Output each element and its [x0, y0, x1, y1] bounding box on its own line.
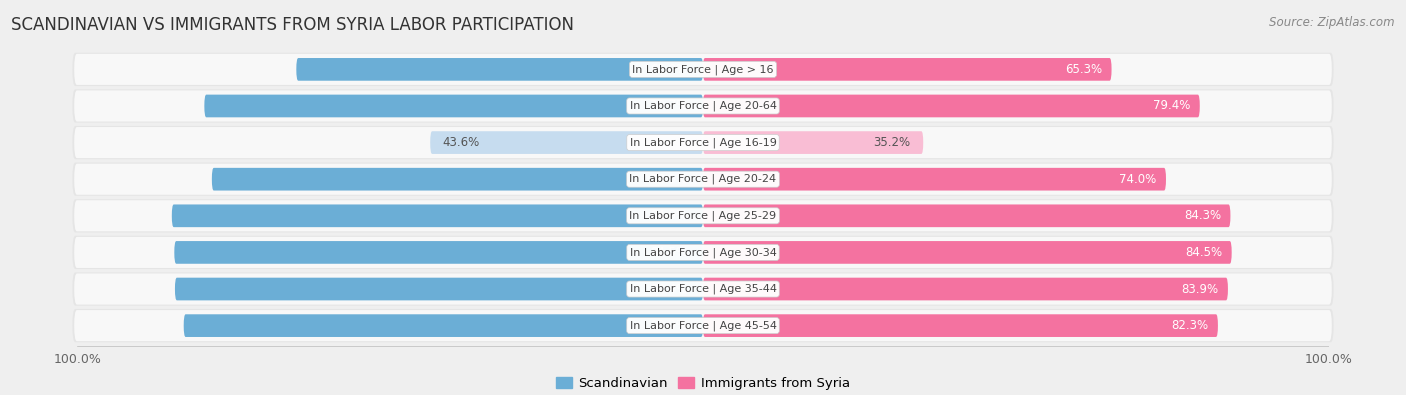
FancyBboxPatch shape: [703, 168, 1166, 190]
Text: In Labor Force | Age 45-54: In Labor Force | Age 45-54: [630, 320, 776, 331]
Text: 84.9%: 84.9%: [650, 209, 688, 222]
FancyBboxPatch shape: [75, 164, 1331, 195]
FancyBboxPatch shape: [75, 310, 1331, 341]
Text: 83.0%: 83.0%: [651, 319, 688, 332]
FancyBboxPatch shape: [703, 131, 924, 154]
FancyBboxPatch shape: [75, 90, 1331, 122]
FancyBboxPatch shape: [174, 241, 703, 264]
Text: In Labor Force | Age 16-19: In Labor Force | Age 16-19: [630, 137, 776, 148]
FancyBboxPatch shape: [703, 314, 1218, 337]
Text: SCANDINAVIAN VS IMMIGRANTS FROM SYRIA LABOR PARTICIPATION: SCANDINAVIAN VS IMMIGRANTS FROM SYRIA LA…: [11, 16, 574, 34]
Text: 79.7%: 79.7%: [650, 100, 688, 113]
Text: Source: ZipAtlas.com: Source: ZipAtlas.com: [1270, 16, 1395, 29]
Text: In Labor Force | Age 30-34: In Labor Force | Age 30-34: [630, 247, 776, 258]
FancyBboxPatch shape: [75, 273, 1331, 305]
FancyBboxPatch shape: [174, 278, 703, 300]
FancyBboxPatch shape: [172, 205, 703, 227]
FancyBboxPatch shape: [430, 131, 703, 154]
Text: 84.5%: 84.5%: [650, 246, 688, 259]
Text: 79.4%: 79.4%: [1153, 100, 1191, 113]
FancyBboxPatch shape: [703, 95, 1199, 117]
Text: 84.4%: 84.4%: [650, 282, 688, 295]
Text: 65.0%: 65.0%: [650, 63, 688, 76]
FancyBboxPatch shape: [703, 278, 1227, 300]
FancyBboxPatch shape: [184, 314, 703, 337]
FancyBboxPatch shape: [75, 237, 1331, 268]
FancyBboxPatch shape: [703, 58, 1112, 81]
Text: In Labor Force | Age 20-24: In Labor Force | Age 20-24: [630, 174, 776, 184]
Text: 65.3%: 65.3%: [1066, 63, 1102, 76]
FancyBboxPatch shape: [72, 236, 1334, 269]
Text: 74.0%: 74.0%: [1119, 173, 1157, 186]
FancyBboxPatch shape: [703, 205, 1230, 227]
Legend: Scandinavian, Immigrants from Syria: Scandinavian, Immigrants from Syria: [551, 371, 855, 395]
Text: In Labor Force | Age 25-29: In Labor Force | Age 25-29: [630, 211, 776, 221]
FancyBboxPatch shape: [72, 273, 1334, 306]
Text: 35.2%: 35.2%: [873, 136, 911, 149]
FancyBboxPatch shape: [204, 95, 703, 117]
FancyBboxPatch shape: [72, 89, 1334, 122]
FancyBboxPatch shape: [72, 162, 1334, 196]
Text: In Labor Force | Age 35-44: In Labor Force | Age 35-44: [630, 284, 776, 294]
Text: 84.3%: 84.3%: [1184, 209, 1220, 222]
Text: In Labor Force | Age > 16: In Labor Force | Age > 16: [633, 64, 773, 75]
FancyBboxPatch shape: [75, 127, 1331, 158]
Text: 82.3%: 82.3%: [1171, 319, 1209, 332]
FancyBboxPatch shape: [72, 53, 1334, 86]
FancyBboxPatch shape: [72, 126, 1334, 159]
FancyBboxPatch shape: [212, 168, 703, 190]
Text: In Labor Force | Age 20-64: In Labor Force | Age 20-64: [630, 101, 776, 111]
FancyBboxPatch shape: [72, 199, 1334, 233]
FancyBboxPatch shape: [75, 54, 1331, 85]
FancyBboxPatch shape: [75, 200, 1331, 231]
FancyBboxPatch shape: [72, 309, 1334, 342]
FancyBboxPatch shape: [297, 58, 703, 81]
Text: 43.6%: 43.6%: [443, 136, 479, 149]
Text: 78.5%: 78.5%: [650, 173, 688, 186]
FancyBboxPatch shape: [703, 241, 1232, 264]
Text: 84.5%: 84.5%: [1185, 246, 1222, 259]
Text: 83.9%: 83.9%: [1181, 282, 1219, 295]
